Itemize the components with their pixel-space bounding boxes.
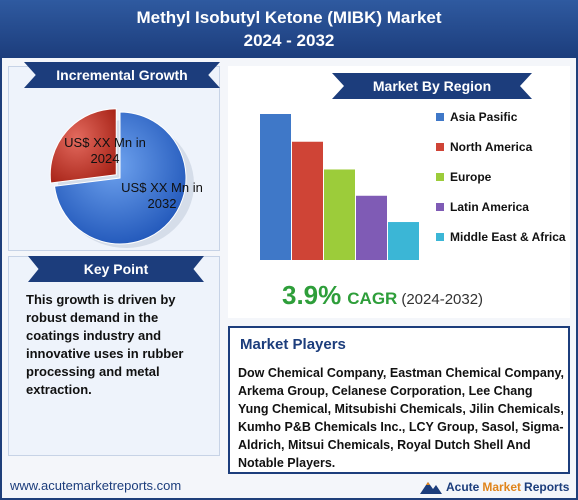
page-subtitle: 2024 - 2032 — [243, 31, 335, 50]
legend-swatch — [436, 113, 444, 121]
region-bar-chart — [260, 114, 419, 260]
pie-slice-2032 — [53, 111, 187, 245]
cagr-value: 3.9% — [282, 280, 342, 310]
legend-label: Asia Pasific — [450, 110, 518, 124]
key-point-ribbon: Key Point — [28, 256, 204, 282]
legend-item: Asia Pasific — [436, 110, 517, 124]
header-banner: Methyl Isobutyl Ketone (MIBK) Market 202… — [0, 0, 578, 58]
legend-label: Europe — [450, 170, 492, 184]
legend-item: Latin America — [436, 200, 529, 214]
bar-europe — [324, 169, 355, 260]
brand-word-1: Acute — [446, 480, 480, 494]
bar-north-america — [292, 141, 323, 260]
legend-item: Europe — [436, 170, 491, 184]
key-point-text: This growth is driven by robust demand i… — [26, 292, 184, 397]
cagr-word: CAGR — [347, 289, 398, 308]
legend-item: North America — [436, 140, 532, 154]
brand-word-2: Market — [482, 480, 522, 494]
legend-label: Middle East & Africa — [450, 230, 566, 244]
pie-slice-2024 — [49, 108, 117, 184]
brand-logo: Acute Market Reports — [420, 480, 569, 494]
website-url[interactable]: www.acutemarketreports.com — [10, 478, 182, 493]
brand-word-3: Reports — [524, 480, 570, 494]
bar-asia-pasific — [260, 114, 291, 260]
cagr-years: (2024-2032) — [401, 291, 484, 308]
cagr-display: 3.9% CAGR (2024-2032) — [282, 280, 483, 311]
legend-swatch — [436, 233, 444, 241]
legend-swatch — [436, 203, 444, 211]
key-point-heading: Key Point — [83, 261, 149, 277]
legend-label: Latin America — [450, 200, 529, 214]
legend-label: North America — [450, 140, 533, 154]
pie-label-2024: US$ XX Mn in 2024 — [64, 135, 146, 166]
incremental-growth-heading: Incremental Growth — [56, 67, 188, 83]
pie-chart — [49, 108, 194, 248]
legend-swatch — [436, 143, 444, 151]
market-by-region-heading: Market By Region — [372, 78, 492, 94]
page-title: Methyl Isobutyl Ketone (MIBK) Market — [136, 8, 442, 27]
legend-item: Middle East & Africa — [436, 230, 566, 244]
legend-swatch — [436, 173, 444, 181]
pie-label-2032: US$ XX Mn in 2032 — [121, 180, 203, 211]
market-players-title: Market Players — [240, 336, 346, 353]
incremental-growth-ribbon: Incremental Growth — [24, 62, 220, 88]
market-players-text: Dow Chemical Company, Eastman Chemical C… — [238, 366, 565, 470]
bar-latin-america — [356, 195, 387, 260]
market-players-panel: Market Players Dow Chemical Company, Eas… — [228, 326, 570, 474]
market-by-region-ribbon: Market By Region — [332, 73, 532, 99]
bar-middle-east-africa — [388, 222, 419, 260]
key-point-panel — [8, 256, 220, 456]
mountain-logo-icon — [420, 482, 442, 494]
